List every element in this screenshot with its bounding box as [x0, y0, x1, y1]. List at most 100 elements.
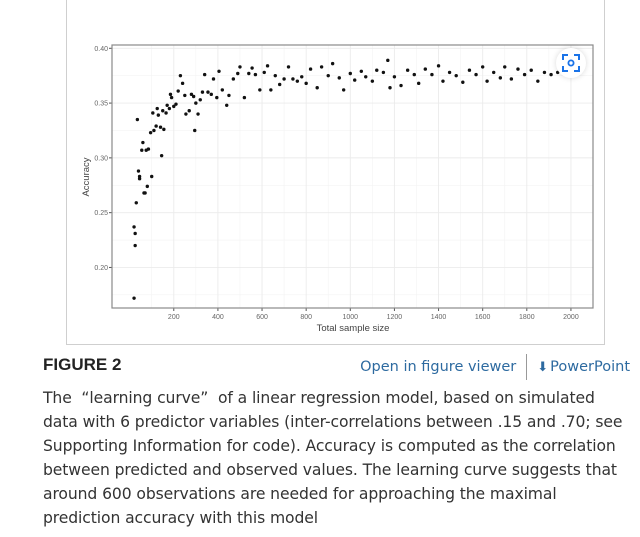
data-point	[227, 93, 231, 98]
data-point	[381, 70, 386, 75]
x-tick-label: 1800	[519, 314, 535, 321]
data-point	[202, 72, 207, 77]
data-point	[405, 68, 410, 72]
data-point	[238, 65, 242, 69]
data-point	[370, 79, 375, 83]
data-point	[215, 95, 219, 100]
x-tick-label: 200	[168, 314, 180, 321]
data-point	[225, 103, 229, 107]
data-point	[159, 153, 164, 158]
data-point	[258, 88, 262, 92]
data-point	[454, 73, 458, 78]
data-point	[162, 127, 166, 132]
data-point	[136, 169, 141, 173]
data-point	[209, 92, 213, 97]
y-axis-label: Accuracy	[81, 157, 92, 196]
data-point	[353, 78, 357, 82]
data-point	[133, 243, 137, 248]
data-point	[172, 104, 176, 109]
data-point	[134, 201, 138, 205]
data-point	[174, 102, 178, 106]
data-point	[536, 79, 540, 83]
data-point	[286, 65, 291, 69]
data-point	[165, 103, 169, 107]
axis-ticks: 200 400 600 800 1000 1200 1400 1600 1800 2000 0.20…	[94, 44, 594, 321]
scatter-plot: 200 400 600 800 1000 1200 1400 1600 1800 2000 0.20…	[81, 44, 594, 334]
data-point	[206, 90, 210, 94]
data-point	[273, 73, 277, 78]
data-point	[189, 92, 194, 97]
data-point	[253, 72, 258, 77]
image-search-icon	[562, 54, 580, 72]
data-point	[364, 75, 368, 79]
data-point	[198, 98, 202, 102]
data-point	[140, 148, 144, 152]
data-point	[143, 191, 147, 195]
data-point	[217, 69, 221, 74]
data-point	[282, 77, 286, 81]
data-point	[242, 95, 247, 100]
data-point	[326, 73, 330, 78]
x-axis-label: Total sample size	[317, 323, 390, 334]
figure-caption: The “learning curve” of a linear regress…	[43, 389, 623, 527]
powerpoint-label: PowerPoint	[550, 359, 630, 375]
data-point	[154, 124, 158, 128]
data-point	[375, 68, 379, 72]
image-search-button[interactable]	[556, 48, 586, 78]
data-point	[184, 112, 188, 116]
data-point	[145, 184, 150, 189]
data-point	[330, 61, 335, 66]
data-point	[196, 112, 200, 116]
open-figure-viewer-link[interactable]: Open in figure viewer	[360, 359, 517, 375]
data-point	[194, 101, 198, 105]
data-point	[220, 88, 225, 92]
link-divider	[526, 354, 528, 380]
data-point	[187, 109, 191, 113]
data-point	[132, 296, 136, 300]
data-point	[178, 73, 183, 78]
data-point	[522, 72, 527, 77]
data-point	[467, 68, 472, 72]
data-point	[516, 67, 520, 71]
data-point	[348, 71, 352, 76]
data-point	[135, 117, 140, 122]
data-point	[146, 147, 151, 151]
data-point	[399, 83, 403, 88]
data-point	[412, 72, 416, 77]
x-tick-label: 400	[212, 314, 224, 321]
data-point	[416, 81, 421, 86]
x-tick-label: 1400	[431, 314, 447, 321]
y-tick-label: 0.20	[94, 265, 108, 272]
data-point	[231, 77, 236, 81]
x-tick-label: 1200	[387, 314, 403, 321]
y-tick-label: 0.30	[94, 155, 108, 162]
data-point	[441, 79, 445, 83]
data-point	[200, 90, 205, 94]
data-point	[291, 77, 295, 81]
data-point	[498, 76, 503, 80]
powerpoint-download-link[interactable]: ⬇︎ PowerPoint	[537, 359, 630, 375]
x-tick-label: 800	[300, 314, 312, 321]
data-point	[247, 71, 251, 76]
y-tick-label: 0.25	[94, 210, 108, 217]
data-point	[492, 70, 496, 75]
figure-label: FIGURE 2	[43, 355, 122, 374]
data-point	[191, 94, 196, 99]
data-point	[359, 69, 364, 74]
data-point	[308, 67, 313, 71]
data-point	[480, 65, 485, 69]
x-tick-label: 2000	[563, 314, 579, 321]
data-point	[183, 93, 187, 98]
x-tick-label: 600	[256, 314, 268, 321]
data-point	[430, 72, 434, 77]
data-point	[461, 80, 465, 84]
data-point	[474, 72, 478, 77]
y-tick-label: 0.40	[94, 46, 108, 53]
data-points	[132, 58, 571, 300]
plot-panel-border	[111, 44, 594, 309]
grid	[112, 45, 593, 308]
data-point	[277, 82, 282, 87]
data-point	[151, 111, 155, 115]
data-point	[386, 58, 390, 63]
data-point	[161, 109, 165, 113]
